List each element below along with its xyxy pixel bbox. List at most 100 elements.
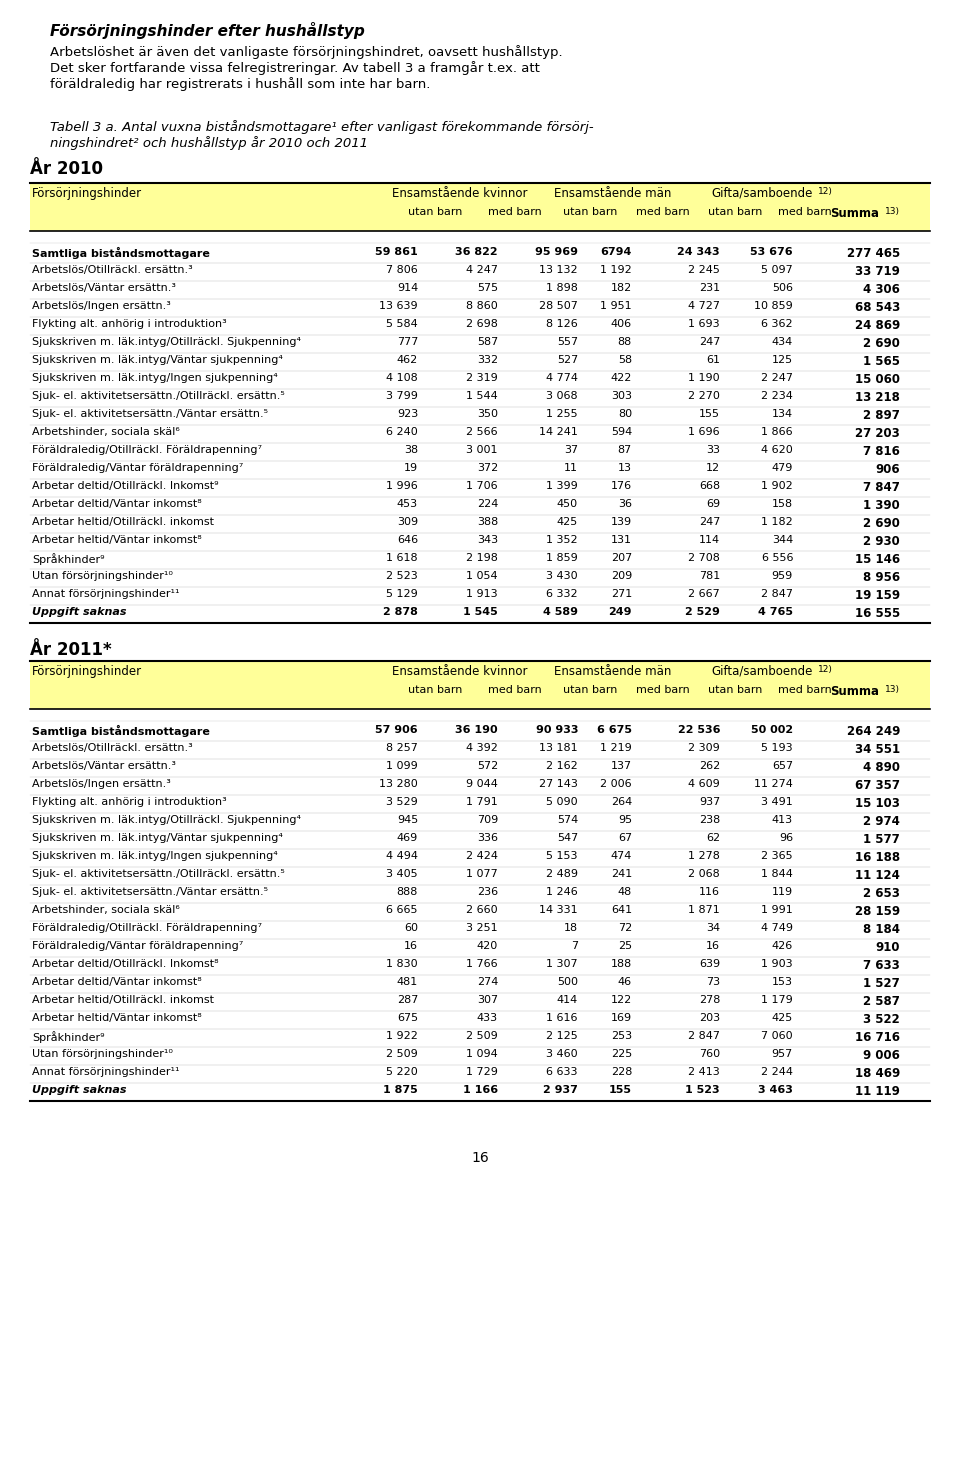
Text: 13 181: 13 181 (540, 743, 578, 753)
Text: 2 162: 2 162 (546, 762, 578, 770)
Text: 506: 506 (772, 284, 793, 292)
Text: 1 399: 1 399 (546, 481, 578, 491)
Text: 38: 38 (404, 444, 418, 455)
Text: 7 633: 7 633 (863, 959, 900, 972)
Text: 1 577: 1 577 (863, 833, 900, 846)
Text: 238: 238 (699, 814, 720, 825)
Text: 3 001: 3 001 (467, 444, 498, 455)
Text: 4 890: 4 890 (863, 762, 900, 773)
Text: 1 922: 1 922 (386, 1031, 418, 1041)
Text: 2 698: 2 698 (467, 319, 498, 329)
Text: 2 529: 2 529 (685, 607, 720, 617)
Text: Sjukskriven m. läk.intyg/Otillräckl. Sjukpenning⁴: Sjukskriven m. läk.intyg/Otillräckl. Sju… (32, 814, 301, 825)
Text: 5 220: 5 220 (386, 1067, 418, 1077)
Text: 372: 372 (477, 463, 498, 474)
Text: 16 716: 16 716 (855, 1031, 900, 1044)
Text: 13 639: 13 639 (379, 301, 418, 311)
Text: 1 618: 1 618 (386, 553, 418, 563)
Text: 2 413: 2 413 (688, 1067, 720, 1077)
Text: 24 343: 24 343 (678, 247, 720, 257)
Text: 2 509: 2 509 (386, 1050, 418, 1058)
Text: 587: 587 (477, 338, 498, 346)
Text: Annat försörjningshinder¹¹: Annat försörjningshinder¹¹ (32, 1067, 180, 1077)
Text: 914: 914 (396, 284, 418, 292)
Text: 1 565: 1 565 (863, 355, 900, 368)
Text: 2 523: 2 523 (386, 572, 418, 580)
Text: 462: 462 (396, 355, 418, 366)
Text: 5 153: 5 153 (546, 851, 578, 861)
Text: 959: 959 (772, 572, 793, 580)
Text: 4 247: 4 247 (466, 265, 498, 275)
Text: 572: 572 (477, 762, 498, 770)
Text: 1 830: 1 830 (386, 959, 418, 969)
Text: utan barn: utan barn (708, 686, 762, 694)
Text: Arbetar heltid/Otillräckl. inkomst: Arbetar heltid/Otillräckl. inkomst (32, 996, 214, 1004)
Text: ningshindret² och hushållstyp år 2010 och 2011: ningshindret² och hushållstyp år 2010 oc… (50, 136, 368, 151)
Text: 2 270: 2 270 (688, 390, 720, 401)
Text: 945: 945 (396, 814, 418, 825)
Text: 4 765: 4 765 (758, 607, 793, 617)
Text: 68 543: 68 543 (854, 301, 900, 314)
Text: 9 044: 9 044 (467, 779, 498, 789)
Text: 155: 155 (609, 1085, 632, 1095)
Text: 425: 425 (557, 518, 578, 526)
Text: Sjukskriven m. läk.intyg/Ingen sjukpenning⁴: Sjukskriven m. läk.intyg/Ingen sjukpenni… (32, 373, 277, 383)
Text: 34 551: 34 551 (854, 743, 900, 756)
Text: 425: 425 (772, 1013, 793, 1023)
Text: 2 006: 2 006 (600, 779, 632, 789)
Text: 2 244: 2 244 (761, 1067, 793, 1077)
Text: 72: 72 (617, 923, 632, 933)
Text: Arbetslös/Väntar ersättn.³: Arbetslös/Väntar ersättn.³ (32, 284, 176, 292)
Text: 153: 153 (772, 977, 793, 987)
Text: Försörjningshinder efter hushållstyp: Försörjningshinder efter hushållstyp (50, 22, 365, 39)
Text: 760: 760 (699, 1050, 720, 1058)
Text: utan barn: utan barn (563, 686, 617, 694)
Text: 203: 203 (699, 1013, 720, 1023)
Text: 574: 574 (557, 814, 578, 825)
Text: 1 166: 1 166 (463, 1085, 498, 1095)
Text: 36: 36 (618, 499, 632, 509)
Text: 910: 910 (876, 942, 900, 955)
Text: 2 897: 2 897 (863, 409, 900, 423)
Text: 332: 332 (477, 355, 498, 366)
Text: 188: 188 (611, 959, 632, 969)
Text: 18: 18 (564, 923, 578, 933)
Text: 1 054: 1 054 (467, 572, 498, 580)
Text: 278: 278 (699, 996, 720, 1004)
Text: 888: 888 (396, 887, 418, 898)
Text: År 2011*: År 2011* (30, 640, 111, 659)
Text: utan barn: utan barn (408, 208, 462, 216)
Text: 469: 469 (396, 833, 418, 844)
Text: 575: 575 (477, 284, 498, 292)
Text: 957: 957 (772, 1050, 793, 1058)
Text: 176: 176 (611, 481, 632, 491)
Text: 1 693: 1 693 (688, 319, 720, 329)
Text: 433: 433 (477, 1013, 498, 1023)
Text: 1 094: 1 094 (467, 1050, 498, 1058)
Text: 1 544: 1 544 (467, 390, 498, 401)
Text: 414: 414 (557, 996, 578, 1004)
Text: 2 068: 2 068 (688, 868, 720, 879)
Text: Utan försörjningshinder¹⁰: Utan försörjningshinder¹⁰ (32, 572, 173, 580)
Text: 58: 58 (618, 355, 632, 366)
Text: 7: 7 (571, 942, 578, 950)
Text: Sjuk- el. aktivitetsersättn./Väntar ersättn.⁵: Sjuk- el. aktivitetsersättn./Väntar ersä… (32, 409, 268, 420)
Text: Flykting alt. anhörig i introduktion³: Flykting alt. anhörig i introduktion³ (32, 319, 227, 329)
Text: Sjukskriven m. läk.intyg/Otillräckl. Sjukpenning⁴: Sjukskriven m. läk.intyg/Otillräckl. Sju… (32, 338, 301, 346)
Text: 1 182: 1 182 (761, 518, 793, 526)
Text: Arbetar deltid/Otillräckl. Inkomst⁹: Arbetar deltid/Otillräckl. Inkomst⁹ (32, 481, 219, 491)
Text: 1 706: 1 706 (467, 481, 498, 491)
Text: Arbetar deltid/Väntar inkomst⁸: Arbetar deltid/Väntar inkomst⁸ (32, 499, 202, 509)
Text: 2 198: 2 198 (467, 553, 498, 563)
Text: 15 060: 15 060 (855, 373, 900, 386)
Text: 8 860: 8 860 (467, 301, 498, 311)
Text: 24 869: 24 869 (854, 319, 900, 332)
Text: 236: 236 (477, 887, 498, 898)
Text: 6 332: 6 332 (546, 589, 578, 599)
Text: 2 125: 2 125 (546, 1031, 578, 1041)
Text: 12): 12) (818, 665, 832, 674)
Text: Arbetar deltid/Väntar inkomst⁸: Arbetar deltid/Väntar inkomst⁸ (32, 977, 202, 987)
Text: 2 566: 2 566 (467, 427, 498, 437)
Text: 422: 422 (611, 373, 632, 383)
Text: 16 555: 16 555 (854, 607, 900, 620)
